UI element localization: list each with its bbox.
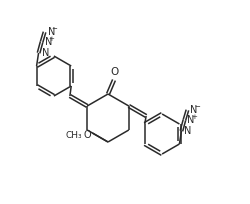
- Text: N: N: [187, 115, 194, 125]
- Text: N: N: [184, 126, 191, 136]
- Text: CH₃: CH₃: [66, 131, 82, 140]
- Text: N: N: [190, 105, 197, 115]
- Text: N: N: [42, 48, 49, 58]
- Text: O: O: [84, 130, 91, 140]
- Text: N: N: [48, 27, 55, 37]
- Text: O: O: [110, 67, 119, 77]
- Text: +: +: [191, 114, 196, 120]
- Text: −: −: [51, 26, 57, 32]
- Text: +: +: [48, 36, 54, 42]
- Text: −: −: [194, 104, 200, 110]
- Text: N: N: [44, 37, 52, 47]
